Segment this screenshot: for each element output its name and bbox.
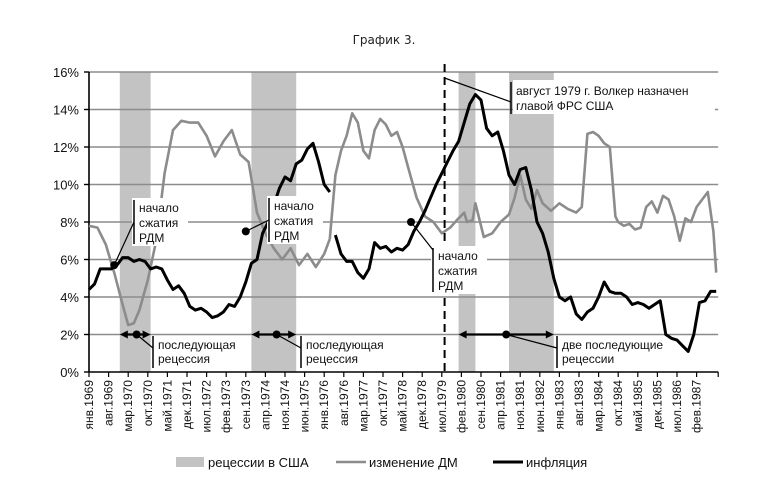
annotation-leader [113,221,135,266]
y-tick-label: 0% [60,365,79,380]
x-tick-label: янв.1983 [552,380,566,430]
x-tick-label: мар.1984 [592,380,606,432]
legend-label: инфляция [526,455,587,470]
y-tick-label: 4% [60,290,79,305]
y-tick-label: 8% [60,215,79,230]
annotation-leader [410,221,434,251]
annotation-text: начало [139,201,179,215]
legend: рецессии в США изменение ДМ инфляция [176,455,587,470]
x-tick-label: дек.1985 [650,380,664,429]
annotation-text: рецессии [562,352,614,366]
x-tick-label: июн.1975 [298,380,312,433]
annotation-box [513,80,715,114]
x-tick-label: окт.1970 [141,380,155,427]
arrow-left-icon [458,330,467,339]
inflation-line [87,141,332,320]
x-tick-label: апр.1981 [494,380,508,430]
annotation-box [267,196,323,244]
y-tick-label: 2% [60,328,79,343]
x-tick-label: май.1971 [160,380,174,432]
y-tick-label: 10% [53,178,79,193]
annotation-leader [506,333,558,349]
dm-change-line [328,112,718,273]
x-tick-label: янв.1969 [82,380,96,430]
annotation-text: сжатия [139,216,178,230]
annotation-text: август 1979 г. Волкер назначен [516,84,688,98]
annotation-leader [444,77,512,103]
x-tick-label: май.1985 [631,380,645,432]
annotation-text: начало [274,199,314,213]
annotation-box [559,338,667,368]
series-lines [87,93,718,353]
x-tick-label: июл.1979 [435,380,449,433]
annotation-box [155,338,241,368]
arrow-right-icon [288,330,297,339]
annotation-leader [245,219,270,232]
annotation-text: начало [438,249,478,263]
annotation-box [303,338,389,368]
x-tick-label: авг.1969 [102,380,116,426]
x-axis: янв.1969 авг.1969 мар.1970 окт.1970 май.1971… [82,371,719,433]
annotation-dot [407,218,415,226]
annotation-text: рецессия [306,352,358,366]
x-tick-label: июл.1986 [670,380,684,433]
x-tick-label: дек.1971 [180,380,194,429]
x-tick-label: июн.1982 [533,380,547,433]
x-tick-label: ноя.1974 [278,380,292,430]
x-tick-label: сен.1973 [239,380,253,430]
annotation-text: главой ФРС США [516,99,613,113]
arrow-right-icon [545,330,554,339]
x-tick-label: мар.1970 [121,380,135,432]
inflation-line [333,93,717,353]
arrow-left-icon [119,330,128,339]
legend-label: рецессии в США [208,455,309,470]
annotation-box [431,246,487,294]
arrow-left-icon [251,330,260,339]
legend-label: изменение ДМ [369,455,458,470]
annotation-text: последующая [306,338,384,352]
y-tick-label: 6% [60,253,79,268]
annotation-text: РДМ [274,229,299,243]
annotation-text: две последующие [562,338,663,352]
y-axis: 0% 2% 4% 6% 8% 10% 12% 14% 16% [53,65,90,380]
x-tick-label: окт.1984 [611,380,625,427]
y-tick-label: 12% [53,140,79,155]
dm-change-line [88,119,332,327]
y-tick-label: 16% [53,65,79,80]
x-tick-label: окт.1977 [376,380,390,427]
x-tick-label: дек.1978 [415,380,429,429]
x-tick-label: фев.1980 [454,380,468,433]
x-tick-label: ноя.1981 [513,380,527,430]
annotation-text: РДМ [438,279,463,293]
annotation-dot [110,261,119,270]
annotation-text: сжатия [274,214,313,228]
annotation-dot [241,227,250,236]
legend-swatch-recession [176,457,204,467]
x-tick-label: мар.1977 [356,380,370,432]
x-tick-label: авг.1976 [337,380,351,426]
annotation-text: сжатия [438,264,477,278]
x-tick-label: сен.1980 [474,380,488,430]
arrow-right-icon [142,330,151,339]
y-tick-label: 14% [53,103,79,118]
annotation-text: РДМ [139,231,164,245]
annotation-leader [276,333,302,349]
annotation-text: рецессия [158,352,210,366]
x-tick-label: май.1978 [396,380,410,432]
x-tick-label: фев.1973 [219,380,233,433]
x-tick-label: июл.1972 [200,380,214,433]
annotation-box [132,198,188,246]
annotation-text: последующая [158,338,236,352]
x-tick-label: фев.1987 [690,380,704,433]
chart-title: График 3. [353,33,416,47]
x-tick-label: апр.1974 [258,380,272,430]
annotation-leader [136,334,154,349]
x-tick-label: авг.1983 [572,380,586,426]
x-tick-label: янв.1976 [317,380,331,430]
annotations: началосжатияРДМначалосжатияРДМначалосжат… [110,64,715,372]
